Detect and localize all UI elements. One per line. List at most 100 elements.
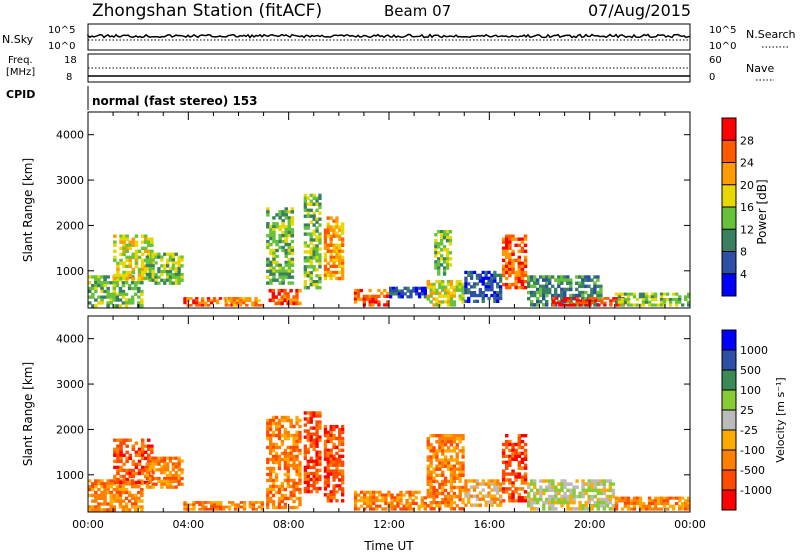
- heat-cell: [283, 433, 287, 438]
- heat-cell: [277, 499, 282, 504]
- heat-cell: [303, 223, 307, 227]
- heat-cell: [97, 496, 101, 500]
- heat-cell: [332, 472, 336, 476]
- heat-cell: [505, 252, 509, 256]
- heat-cell: [341, 228, 345, 232]
- heat-cell: [653, 502, 658, 506]
- heat-cell: [432, 282, 436, 287]
- heat-cell: [274, 478, 279, 483]
- heat-cell: [122, 468, 126, 473]
- heat-cell: [122, 264, 126, 269]
- heat-cell: [122, 246, 126, 250]
- freq-tick-bottom: 8: [66, 72, 72, 83]
- heat-cell: [109, 485, 113, 489]
- heat-cell: [257, 303, 261, 307]
- heat-cell: [542, 491, 546, 496]
- heat-cell: [278, 239, 282, 244]
- heat-cell: [472, 270, 477, 275]
- heat-cell: [298, 463, 302, 468]
- heat-cell: [614, 504, 619, 508]
- heat-cell: [444, 498, 448, 502]
- heat-cell: [174, 252, 178, 256]
- heat-cell: [309, 441, 313, 445]
- heat-cell: [326, 439, 330, 444]
- heat-cell: [286, 469, 290, 474]
- heat-cell: [100, 508, 104, 512]
- heat-cell: [112, 505, 116, 509]
- heat-cell: [145, 264, 149, 268]
- heat-cell: [326, 460, 330, 464]
- heat-cell: [569, 296, 573, 301]
- heat-cell: [295, 469, 299, 474]
- heat-cell: [505, 249, 509, 253]
- heat-cell: [478, 291, 482, 295]
- heat-cell: [306, 250, 310, 254]
- heat-cell: [266, 466, 270, 471]
- nsearch-label: N.Search: [746, 28, 796, 41]
- heat-cell: [387, 490, 391, 494]
- heat-cell: [318, 202, 322, 206]
- heat-cell: [517, 487, 522, 491]
- heat-cell: [281, 219, 285, 223]
- heat-cell: [435, 494, 439, 499]
- heat-cell: [569, 482, 573, 486]
- heat-cell: [530, 500, 534, 505]
- heat-cell: [130, 286, 135, 291]
- heat-cell: [171, 275, 175, 279]
- heat-cell: [315, 199, 319, 203]
- heat-cell: [612, 297, 616, 300]
- heat-cell: [542, 278, 546, 282]
- heat-cell: [505, 487, 509, 491]
- heat-cell: [122, 453, 126, 457]
- heat-cell: [106, 508, 110, 512]
- heat-cell: [230, 303, 234, 307]
- heat-cell: [118, 289, 123, 294]
- heat-cell: [242, 501, 247, 504]
- heat-cell: [286, 415, 290, 420]
- heat-cell: [435, 452, 439, 456]
- heat-cell: [303, 453, 307, 457]
- heat-cell: [467, 288, 471, 292]
- heat-cell: [292, 442, 296, 447]
- heat-cell: [137, 447, 142, 451]
- heat-cell: [441, 285, 445, 289]
- heat-cell: [91, 275, 95, 279]
- nsky-tick-bottom: 10^0: [48, 41, 75, 52]
- heat-cell: [103, 284, 107, 288]
- heat-cell: [508, 273, 512, 278]
- heat-cell: [449, 482, 454, 487]
- heat-cell: [283, 436, 287, 441]
- heat-cell: [130, 298, 135, 302]
- heat-cell: [195, 301, 199, 305]
- heat-cell: [100, 301, 104, 305]
- heat-cell: [269, 484, 273, 489]
- heat-cell: [390, 499, 394, 503]
- heat-cell: [575, 281, 579, 285]
- heat-cell: [662, 300, 667, 304]
- heat-cell: [280, 424, 284, 429]
- heat-cell: [605, 488, 610, 493]
- heat-cell: [353, 504, 358, 508]
- heat-cell: [106, 479, 110, 483]
- heat-cell: [458, 440, 462, 444]
- heat-cell: [287, 228, 292, 232]
- heat-cell: [426, 479, 430, 484]
- heat-cell: [511, 472, 515, 476]
- velocity-colorbar-label: Velocity [m s⁻¹]: [774, 377, 787, 462]
- heat-cell: [195, 303, 199, 307]
- heat-cell: [268, 288, 272, 293]
- heat-cell: [145, 255, 149, 259]
- heat-cell: [215, 301, 220, 305]
- heat-cell: [278, 213, 282, 217]
- heat-cell: [493, 494, 497, 498]
- heat-cell: [303, 471, 307, 476]
- heat-cell: [312, 265, 316, 269]
- heat-cell: [441, 458, 445, 462]
- heat-cell: [116, 438, 120, 442]
- heat-cell: [303, 265, 307, 269]
- heat-cell: [122, 261, 126, 266]
- heat-cell: [554, 507, 558, 511]
- heat-cell: [442, 269, 447, 273]
- heat-cell: [523, 451, 528, 456]
- heat-cell: [520, 240, 525, 244]
